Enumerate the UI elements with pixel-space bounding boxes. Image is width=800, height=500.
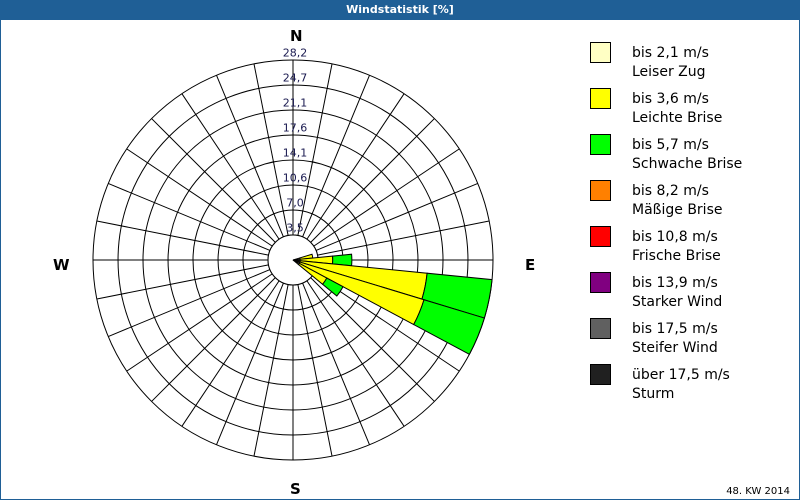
legend-class: Starker Wind xyxy=(632,294,723,310)
week-label: 48. KW 2014 xyxy=(726,486,790,497)
grid-radial-line xyxy=(313,148,460,247)
radial-tick-label: 24,7 xyxy=(282,71,308,85)
legend-speed: bis 17,5 m/s xyxy=(632,321,718,337)
grid-radial-line xyxy=(181,93,280,240)
legend-class: Sturm xyxy=(632,386,675,402)
grid-radial-line xyxy=(96,264,269,300)
grid-radial-line xyxy=(151,118,276,243)
legend-speed: bis 13,9 m/s xyxy=(632,275,718,291)
legend-swatch xyxy=(590,134,611,155)
legend-speed: bis 2,1 m/s xyxy=(632,45,709,61)
grid-radial-line xyxy=(253,63,289,236)
grid-radial-line xyxy=(108,183,271,251)
legend-speed: bis 8,2 m/s xyxy=(632,183,709,199)
legend-swatch xyxy=(590,226,611,247)
grid-radial-line xyxy=(181,280,280,427)
legend-speed: bis 3,6 m/s xyxy=(632,91,709,107)
legend-swatch xyxy=(590,318,611,339)
legend-speed: bis 5,7 m/s xyxy=(632,137,709,153)
wind-sector-bar xyxy=(413,299,486,355)
grid-radial-line xyxy=(302,75,370,238)
legend-swatch xyxy=(590,42,611,63)
grid-radial-line xyxy=(216,282,284,445)
grid-radial-line xyxy=(306,93,405,240)
chart-title: Windstatistik [%] xyxy=(0,0,800,20)
legend-class: Leiser Zug xyxy=(632,64,706,80)
grid-radial-line xyxy=(126,148,273,247)
legend-class: Steifer Wind xyxy=(632,340,718,356)
legend-swatch xyxy=(590,88,611,109)
radial-tick-label: 7,0 xyxy=(286,196,304,210)
grid-radial-line xyxy=(126,273,273,372)
grid-radial-line xyxy=(310,277,435,402)
grid-radial-line xyxy=(297,63,333,236)
grid-radial-line xyxy=(216,75,284,238)
compass-east-label: E xyxy=(525,256,536,274)
legend-swatch xyxy=(590,364,611,385)
grid-radial-line xyxy=(297,284,333,457)
radial-tick-label: 21,1 xyxy=(282,96,308,110)
legend-class: Mäßige Brise xyxy=(632,202,723,218)
legend-class: Leichte Brise xyxy=(632,110,723,126)
grid-radial-line xyxy=(317,220,490,256)
grid-radial-line xyxy=(96,220,269,256)
compass-north-label: N xyxy=(290,27,303,45)
grid-radial-line xyxy=(306,280,405,427)
grid-radial-line xyxy=(108,269,271,337)
grid-radial-line xyxy=(310,118,435,243)
radial-tick-label: 10,6 xyxy=(282,171,308,185)
legend-class: Schwache Brise xyxy=(632,156,743,172)
legend-swatch xyxy=(590,180,611,201)
radial-tick-label: 17,6 xyxy=(282,121,308,135)
grid-radial-line xyxy=(302,282,370,445)
grid-radial-line xyxy=(315,183,478,251)
wind-sector-bar xyxy=(321,277,344,297)
legend-speed: über 17,5 m/s xyxy=(632,367,730,383)
compass-south-label: S xyxy=(290,480,301,498)
compass-west-label: W xyxy=(53,256,70,274)
legend-speed: bis 10,8 m/s xyxy=(632,229,718,245)
grid-radial-line xyxy=(253,284,289,457)
radial-tick-label: 28,2 xyxy=(282,46,308,60)
legend-swatch xyxy=(590,272,611,293)
grid-radial-line xyxy=(151,277,276,402)
radial-tick-label: 3,5 xyxy=(286,221,304,235)
radial-tick-label: 14,1 xyxy=(282,146,308,160)
legend-class: Frische Brise xyxy=(632,248,721,264)
